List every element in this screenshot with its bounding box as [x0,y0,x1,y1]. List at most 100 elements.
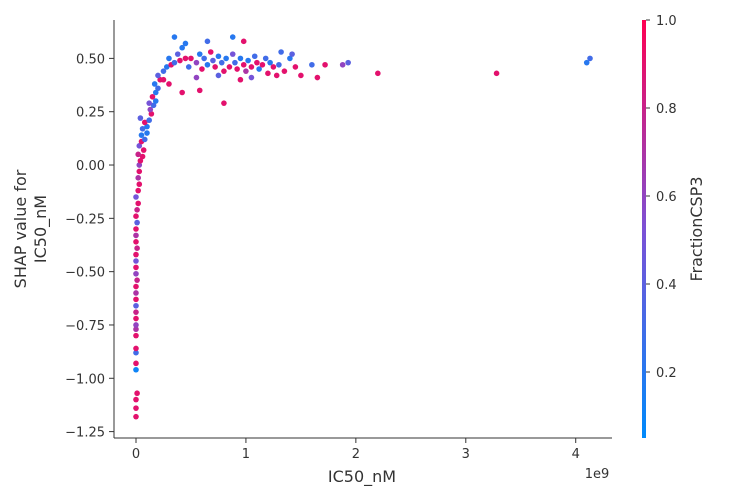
data-point [182,55,189,62]
data-point [314,74,321,81]
data-point [135,200,141,207]
data-point [193,59,200,66]
data-point [179,89,185,96]
data-point [240,61,247,68]
data-point [265,70,271,77]
data-point [166,55,172,62]
data-point [133,258,139,264]
data-point [234,66,240,72]
data-point [133,396,139,403]
x-axis-label: IC50_nM [328,467,396,487]
x-axis-offset-label: 1e9 [585,467,610,482]
data-point [133,413,139,420]
data-point [193,74,200,81]
data-point [160,76,167,83]
y-axis-label-line-1: SHAP value for [11,169,30,288]
data-point [273,72,280,79]
data-point [133,345,139,352]
data-point [134,277,140,283]
data-point [133,232,139,239]
data-point [204,61,211,68]
data-point [267,59,273,66]
data-point [199,66,205,72]
y-axis-ticks: 0.50 0.25 0.00 −0.25 −0.50 −0.75 −1.00 −1.25 [65,52,114,441]
x-tick-label: 4 [572,447,580,462]
data-point [218,59,225,66]
y-tick-label: −1.00 [65,372,105,387]
data-point [226,64,233,70]
data-point [133,315,139,322]
data-point [146,100,152,106]
data-point [237,55,244,62]
data-point [215,72,222,79]
data-point [139,125,146,132]
data-point [133,360,139,367]
x-tick-label: 3 [462,447,470,462]
data-point [292,64,299,70]
y-tick-label: 0.50 [76,52,105,67]
colorbar-tick-label: 0.4 [656,278,677,293]
data-point [583,59,590,66]
data-point [587,55,593,62]
data-point [148,111,155,117]
data-point [309,61,315,68]
data-point [179,44,185,51]
data-point [133,309,139,315]
x-tick-label: 1 [242,447,250,462]
data-point [133,226,139,232]
colorbar-tick-label: 1.0 [656,14,677,29]
data-point [278,49,284,55]
colorbar-ticks: 1.0 0.8 0.6 0.4 0.2 [646,14,677,381]
data-point [133,366,139,373]
data-point [166,81,172,87]
data-point [136,143,143,149]
data-point [152,98,159,104]
data-point [137,115,144,121]
data-point [251,53,258,60]
data-point [146,117,152,124]
data-point [248,64,255,70]
y-tick-label: −0.50 [65,266,105,281]
data-point [259,61,266,68]
y-tick-label: −1.25 [65,426,105,441]
x-tick-label: 0 [132,447,140,462]
data-point [136,162,143,168]
data-point [149,93,156,100]
x-tick-label: 2 [352,447,360,462]
y-axis-label-line-2: IC50_nM [31,195,51,263]
data-point [135,175,141,181]
data-point [188,55,194,62]
data-point [322,61,328,68]
data-point [289,51,295,57]
colorbar-tick-label: 0.8 [656,102,677,117]
data-point [229,51,236,57]
data-point [171,59,178,66]
data-point [229,34,236,40]
y-tick-label: 0.00 [76,159,105,174]
data-point [171,34,178,40]
data-point [212,64,218,70]
data-point [141,136,148,143]
data-point [174,51,181,57]
data-point [196,87,203,94]
data-point [177,57,183,64]
data-point [133,332,139,339]
data-point [136,168,143,175]
data-point [254,59,260,66]
data-point [196,51,203,57]
data-point [160,68,167,74]
data-point [221,68,227,74]
data-point [204,38,211,45]
scatter-points [133,34,593,420]
data-point [155,85,161,92]
data-point [134,390,140,397]
y-tick-label: −0.75 [65,319,105,334]
data-point [134,219,140,226]
data-point [240,38,247,45]
colorbar-label: FractionCSP3 [687,176,706,281]
data-point [223,55,229,62]
data-point [151,81,158,87]
data-point [232,59,238,66]
data-point [133,290,139,296]
